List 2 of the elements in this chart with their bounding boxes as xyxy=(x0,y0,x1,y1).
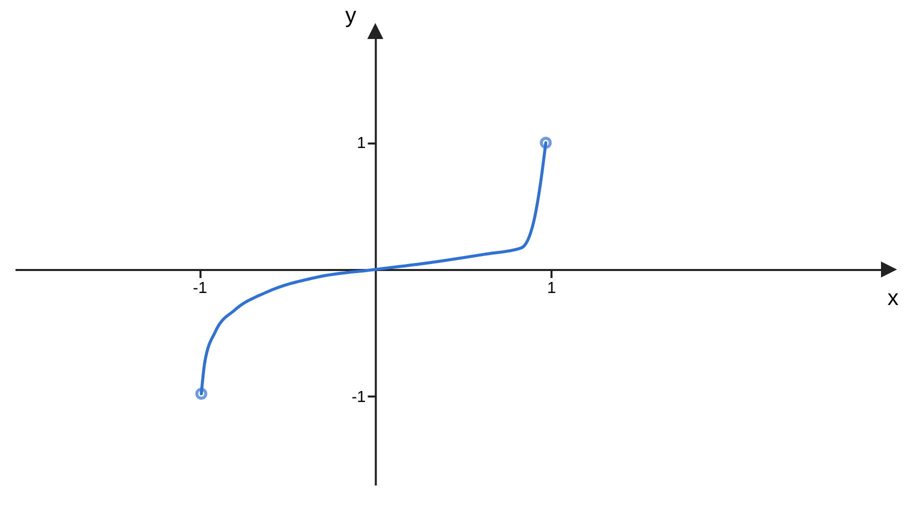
y-axis-title: y xyxy=(345,2,356,28)
x-axis-title: x xyxy=(888,285,898,310)
